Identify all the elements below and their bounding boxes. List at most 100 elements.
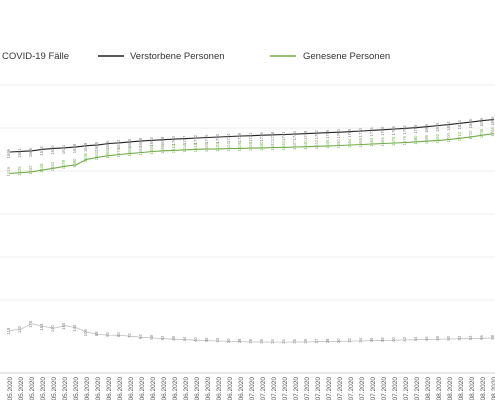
data-label: 1865 <box>490 116 495 126</box>
data-label: 1630 <box>259 141 264 151</box>
data-label: 176 <box>28 320 33 328</box>
data-label: 40 <box>193 337 198 342</box>
data-label: 1650 <box>336 139 341 149</box>
data-label: 1614 <box>182 143 187 153</box>
data-label: 36 <box>369 337 374 342</box>
data-label: 56 <box>479 335 484 340</box>
x-tick-label: 19.06.2020 <box>183 377 190 400</box>
x-tick-label: 29.07.2020 <box>403 377 410 400</box>
data-label: 34 <box>358 337 363 342</box>
data-label: 1622 <box>215 142 220 152</box>
data-label: 1575 <box>116 148 121 158</box>
data-label: 1856 <box>479 117 484 127</box>
data-label: 1798 <box>413 124 418 134</box>
data-label: 30 <box>226 338 231 343</box>
data-label: 1566 <box>105 149 110 159</box>
data-label: 28 <box>237 338 242 343</box>
x-tick-label: 24.05.2020 <box>40 377 47 400</box>
x-tick-label: 17.06.2020 <box>172 377 179 400</box>
data-label: 1824 <box>446 121 451 131</box>
legend-label-faelle: COVID-19 Fälle <box>2 51 69 62</box>
data-label: 26 <box>303 338 308 343</box>
x-tick-label: 25.07.2020 <box>381 377 388 400</box>
data-label: 132 <box>17 325 22 333</box>
x-tick-label: 10.08.2020 <box>469 377 476 400</box>
data-label: 28 <box>325 338 330 343</box>
data-label: 1736 <box>479 128 484 138</box>
data-label: 1626 <box>50 145 55 155</box>
series-line-covid-19-f-lle <box>9 323 495 343</box>
x-tick-label: 08.08.2020 <box>458 377 465 400</box>
x-tick-label: 07.06.2020 <box>117 377 124 400</box>
data-label: 106 <box>83 329 88 337</box>
data-label: 1655 <box>94 141 99 151</box>
x-tick-label: 05.07.2020 <box>271 377 278 400</box>
data-label: 54 <box>468 335 473 340</box>
data-label: 44 <box>413 336 418 341</box>
data-label: 1741 <box>281 131 286 141</box>
data-label: 1834 <box>457 120 462 130</box>
data-label: 1640 <box>303 140 308 150</box>
x-tick-label: 02.08.2020 <box>425 377 432 400</box>
x-tick-label: 31.07.2020 <box>414 377 421 400</box>
data-label: 154 <box>39 323 44 331</box>
legend-label-verstorbene: Verstorbene Personen <box>130 51 225 62</box>
x-tick-label: 17.07.2020 <box>337 377 344 400</box>
data-label: 1770 <box>358 127 363 137</box>
data-label: 25 <box>292 338 297 343</box>
x-tick-label: 30.05.2020 <box>73 377 80 400</box>
legend-label-genesene: Genesene Personen <box>303 51 390 62</box>
data-label: 24 <box>270 338 275 343</box>
data-label: 1792 <box>402 125 407 135</box>
data-label: 1698 <box>160 136 165 146</box>
x-tick-label: 05.06.2020 <box>106 377 113 400</box>
data-label: 1596 <box>6 148 11 158</box>
x-tick-label: 09.06.2020 <box>128 377 135 400</box>
x-tick-label: 11.06.2020 <box>139 377 146 400</box>
data-label: 1815 <box>435 122 440 132</box>
data-label: 1680 <box>127 138 132 148</box>
x-tick-label: 12.08.2020 <box>480 377 487 400</box>
data-label: 1646 <box>325 139 330 149</box>
data-label: 1756 <box>325 129 330 139</box>
x-tick-label: 01.07.2020 <box>249 377 256 400</box>
data-label: 1722 <box>468 130 473 140</box>
data-label: 1632 <box>270 141 275 151</box>
data-label: 1666 <box>380 137 385 147</box>
data-label: 1707 <box>182 135 187 145</box>
data-label: 1780 <box>380 126 385 136</box>
x-tick-label: 18.05.2020 <box>7 377 14 400</box>
data-label: 1462 <box>50 161 55 171</box>
data-label: 1631 <box>61 144 66 154</box>
x-tick-label: 28.05.2020 <box>62 377 69 400</box>
data-label: 1624 <box>226 142 231 152</box>
data-label: 1703 <box>171 135 176 145</box>
data-label: 1654 <box>347 138 352 148</box>
data-label: 1448 <box>39 163 44 173</box>
data-label: 1712 <box>193 134 198 144</box>
series-line-verstorbene-personen <box>9 118 495 153</box>
data-label: 1806 <box>424 123 429 133</box>
data-label: 52 <box>160 335 165 340</box>
data-label: 1748 <box>303 130 308 140</box>
data-label: 1688 <box>138 137 143 147</box>
x-tick-label: 21.07.2020 <box>359 377 366 400</box>
x-tick-label: 23.07.2020 <box>370 377 377 400</box>
x-tick-label: 20.05.2020 <box>18 377 25 400</box>
data-label: 1775 <box>369 127 374 137</box>
data-label: 1662 <box>369 137 374 147</box>
x-tick-label: 06.08.2020 <box>447 377 454 400</box>
x-tick-label: 19.07.2020 <box>348 377 355 400</box>
data-label: 1600 <box>149 145 154 155</box>
x-tick-label: 03.06.2020 <box>95 377 102 400</box>
data-label: 1432 <box>28 165 33 175</box>
x-tick-label: 27.07.2020 <box>392 377 399 400</box>
x-tick-label: 04.08.2020 <box>436 377 443 400</box>
data-label: 1637 <box>292 140 297 150</box>
data-label: 1720 <box>215 133 220 143</box>
data-label: 1738 <box>270 131 275 141</box>
data-label: 82 <box>105 331 110 336</box>
x-tick-label: 15.07.2020 <box>326 377 333 400</box>
x-tick-label: 25.06.2020 <box>216 377 223 400</box>
data-label: 80 <box>116 332 121 337</box>
